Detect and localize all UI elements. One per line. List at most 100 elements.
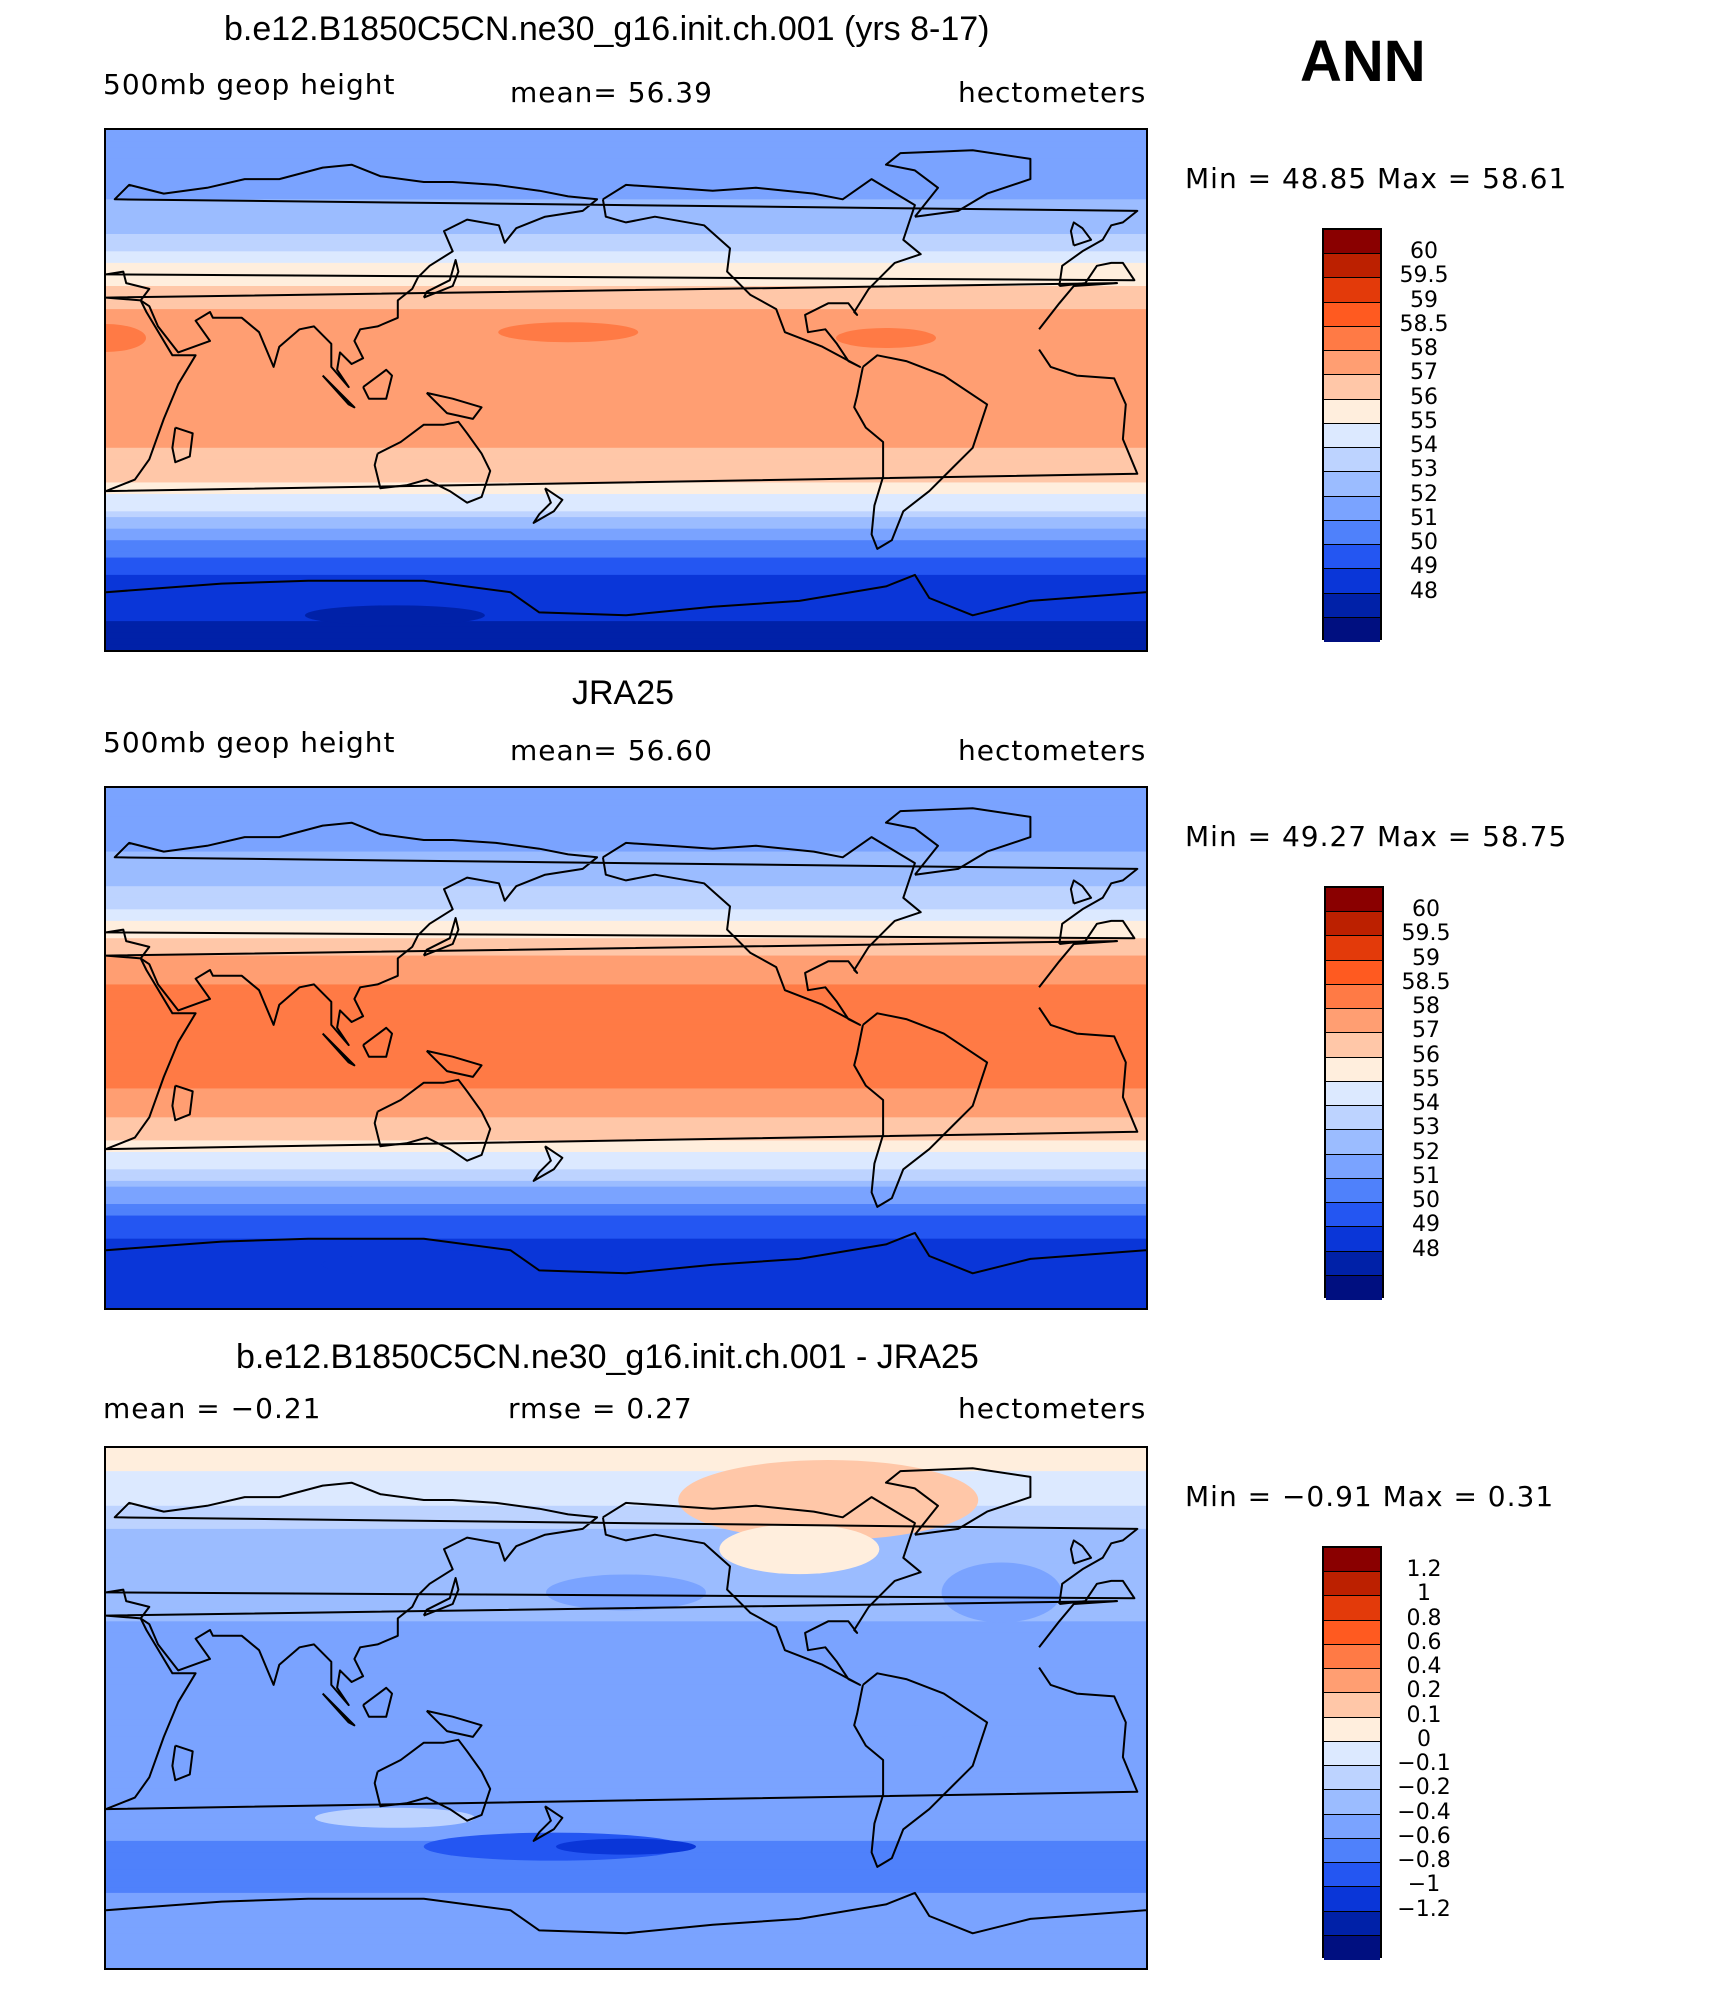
contour-band [106, 1134, 1146, 1142]
contour-band [106, 1667, 1146, 1674]
contour-band [106, 534, 1146, 541]
contour-band [106, 303, 1146, 310]
contour-band [106, 384, 1146, 391]
colorbar-cell [1324, 1741, 1380, 1767]
coastline [425, 1049, 483, 1078]
contour-band [106, 961, 1146, 968]
colorbar-tick-label: 1 [1417, 1581, 1431, 1607]
coastline [106, 821, 1139, 1047]
colorbar-tick-label: 49 [1412, 1212, 1440, 1238]
contour-band [106, 453, 1146, 460]
contour-anomaly [941, 1562, 1062, 1623]
colorbar-cell [1326, 984, 1382, 1010]
colorbar-tick-label: 58 [1412, 994, 1440, 1020]
contour-band [106, 1250, 1146, 1257]
colorbar-tick-label: 50 [1412, 1188, 1440, 1214]
contour-band [106, 1273, 1146, 1280]
contour-band [106, 1661, 1146, 1669]
contour-band [106, 442, 1146, 449]
colorbar-cell [1324, 1863, 1380, 1888]
contour-band [106, 851, 1146, 858]
contour-band [106, 996, 1146, 1003]
contour-band [106, 1858, 1146, 1865]
contour-band [106, 1140, 1146, 1147]
colorbar-cell [1324, 1644, 1380, 1670]
contour-band [106, 528, 1146, 536]
coastline [106, 940, 1139, 1151]
colorbar-tick-label: 53 [1412, 1115, 1440, 1141]
coastline [532, 1145, 564, 1182]
contour-band [106, 938, 1146, 945]
contour-band [106, 1204, 1146, 1211]
colorbar-cell [1324, 1766, 1380, 1791]
coastline [532, 487, 564, 524]
contour-band [106, 153, 1146, 160]
contour-band [106, 1800, 1146, 1807]
colorbar-tick-label: 58.5 [1399, 311, 1449, 337]
colorbar-cell [1324, 1911, 1380, 1936]
colorbar-tick-label: 0.8 [1406, 1605, 1442, 1631]
contour-band [106, 268, 1146, 276]
contour-band [106, 892, 1146, 899]
colorbar-cell [1324, 617, 1380, 642]
colorbar-cell [1326, 912, 1382, 937]
coastline [362, 368, 393, 400]
contour-band [106, 1453, 1146, 1461]
colorbar-tick-label: 57 [1410, 360, 1438, 386]
contour-band [106, 372, 1146, 380]
contour-band [106, 1910, 1146, 1917]
colorbar-cell [1326, 1203, 1382, 1228]
contour-band [106, 1673, 1146, 1680]
panel3-left-label: mean = −0.21 [103, 1392, 322, 1425]
contour-band [106, 158, 1146, 166]
contour-band [106, 1956, 1146, 1963]
colorbar-tick-label: −0.4 [1397, 1799, 1451, 1825]
contour-anomaly [304, 605, 485, 626]
contour-band [106, 436, 1146, 443]
contour-band [106, 1708, 1146, 1715]
contour-band [106, 1962, 1146, 1968]
contour-band [106, 1024, 1146, 1032]
contour-band [106, 482, 1146, 489]
contour-band [106, 621, 1146, 628]
colorbar-cell [1326, 936, 1382, 961]
contour-band [106, 1817, 1146, 1825]
colorbar-cell [1324, 254, 1380, 279]
contour-band [106, 1725, 1146, 1732]
contour-band [106, 1892, 1146, 1900]
contour-band [106, 1696, 1146, 1703]
contour-band [106, 164, 1146, 172]
colorbar-cell [1324, 230, 1380, 255]
contour-band [106, 1765, 1146, 1773]
contour-band [106, 1180, 1146, 1188]
colorbar-tick-label: 54 [1410, 433, 1438, 459]
contour-band [106, 1864, 1146, 1871]
contour-band [106, 1267, 1146, 1274]
panel1-center-label: mean= 56.39 [510, 76, 713, 109]
contour-band [106, 615, 1146, 622]
contour-band [106, 1517, 1146, 1524]
colorbar-tick-label: 59.5 [1401, 921, 1451, 947]
coastline [106, 1481, 1139, 1707]
contour-band [106, 1638, 1146, 1646]
coastline [422, 1577, 460, 1617]
panel2-contour-plot [106, 788, 1146, 1308]
colorbar-cell [1324, 302, 1380, 327]
contour-band [106, 1540, 1146, 1547]
contour-band [106, 984, 1146, 991]
contour-band [106, 1609, 1146, 1617]
colorbar-tick-label: 0 [1417, 1726, 1431, 1752]
contour-band [106, 1065, 1146, 1072]
panel3-right-label: hectometers [958, 1392, 1147, 1425]
contour-band [106, 805, 1146, 812]
contour-band [106, 1152, 1146, 1159]
contour-band [106, 540, 1146, 547]
contour-band [106, 1459, 1146, 1466]
coastline [321, 1032, 356, 1067]
coastline [885, 149, 1032, 218]
colorbar-tick-label: −1 [1407, 1872, 1441, 1898]
contour-band [106, 880, 1146, 887]
colorbar-cell [1324, 351, 1380, 376]
colorbar-tick-label: 50 [1410, 530, 1438, 556]
coastline [1069, 1539, 1093, 1565]
